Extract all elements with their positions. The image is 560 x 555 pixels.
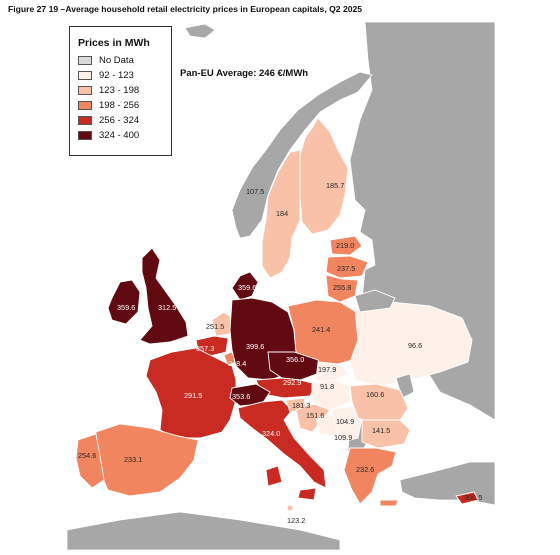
label-spain: 233.1 <box>124 455 142 464</box>
legend: Prices in MWh No Data 92 - 123 123 - 198… <box>69 26 172 156</box>
country-belarus <box>354 289 396 313</box>
label-italy: 324.0 <box>262 429 280 438</box>
legend-label: 324 - 400 <box>99 130 140 141</box>
legend-label: 256 - 324 <box>99 115 140 126</box>
label-finland: 185.7 <box>326 181 344 190</box>
pan-eu-average: Pan-EU Average: 246 €/MWh <box>180 68 309 79</box>
label-denmark: 359.6 <box>238 283 256 292</box>
label-slovakia: 197.9 <box>318 365 336 374</box>
country-serbia <box>331 405 363 443</box>
label-serbia: 109.9 <box>334 433 352 442</box>
country-portugal <box>75 433 105 489</box>
label-latvia: 237.5 <box>337 264 355 273</box>
legend-item-band-5: 324 - 400 <box>78 128 171 143</box>
legend-item-band-2: 123 - 198 <box>78 83 171 98</box>
country-bulgaria <box>361 419 411 449</box>
legend-swatch <box>78 131 92 140</box>
label-sweden: 184 <box>276 209 288 218</box>
label-romania: 160.6 <box>366 390 384 399</box>
label-norway: 107.5 <box>246 187 264 196</box>
label-austria: 292.9 <box>283 378 301 387</box>
country-france <box>145 347 237 439</box>
legend-swatch <box>78 56 92 65</box>
legend-title: Prices in MWh <box>78 37 150 49</box>
country-latvia <box>325 255 369 279</box>
label-france: 291.5 <box>184 391 202 400</box>
legend-label: 123 - 198 <box>99 85 140 96</box>
label-lithuania: 255.8 <box>333 283 351 292</box>
label-ireland: 359.6 <box>117 303 135 312</box>
legend-item-band-3: 198 - 256 <box>78 98 171 113</box>
label-switzerland: 353.6 <box>232 392 250 401</box>
label-great-britain: 312.5 <box>158 303 176 312</box>
legend-label: 198 - 256 <box>99 100 140 111</box>
label-malta: 123.2 <box>287 516 305 525</box>
price-labels: 359.6 312.5 107.5 184 185.7 219.0 237.5 … <box>78 181 482 525</box>
legend-swatch <box>78 101 92 110</box>
label-slovenia: 181.3 <box>292 401 310 410</box>
legend-swatch <box>78 71 92 80</box>
country-greece <box>343 447 399 507</box>
label-bosnia: 104.9 <box>336 417 354 426</box>
country-sweden <box>261 149 301 279</box>
legend-swatch <box>78 86 92 95</box>
label-portugal: 254.6 <box>78 451 96 460</box>
label-bulgaria: 141.5 <box>372 426 390 435</box>
label-hungary: 91.8 <box>320 382 334 391</box>
country-slovakia <box>315 361 349 383</box>
label-belgium: 357.3 <box>196 344 214 353</box>
legend-item-band-4: 256 - 324 <box>78 113 171 128</box>
legend-label: 92 - 123 <box>99 70 134 81</box>
country-estonia <box>329 235 363 256</box>
country-ireland <box>107 279 141 325</box>
label-cyprus: 300.5 <box>464 493 482 502</box>
label-czechia: 356.0 <box>286 355 304 364</box>
country-great-britain <box>139 247 189 345</box>
country-malta <box>286 504 294 512</box>
country-hungary <box>311 379 351 411</box>
label-netherlands: 251.5 <box>206 322 224 331</box>
legend-item-band-1: 92 - 123 <box>78 68 171 83</box>
country-ukraine <box>349 301 473 387</box>
country-cyprus <box>455 491 479 505</box>
label-greece: 232.6 <box>356 465 374 474</box>
country-italy <box>237 399 327 501</box>
label-luxembourg: 248.4 <box>228 359 246 368</box>
figure-title: Figure 27 19 –Average household retail e… <box>8 4 363 14</box>
label-poland: 241.4 <box>312 325 330 334</box>
legend-swatch <box>78 116 92 125</box>
country-finland <box>299 117 349 235</box>
country-czechia <box>267 351 323 381</box>
legend-item-no-data: No Data <box>78 53 171 68</box>
legend-label: No Data <box>99 55 134 66</box>
label-germany: 399.6 <box>246 342 264 351</box>
countries <box>75 117 479 512</box>
label-ukraine: 96.6 <box>408 341 422 350</box>
label-croatia: 151.6 <box>306 411 324 420</box>
label-estonia: 219.0 <box>336 241 354 250</box>
